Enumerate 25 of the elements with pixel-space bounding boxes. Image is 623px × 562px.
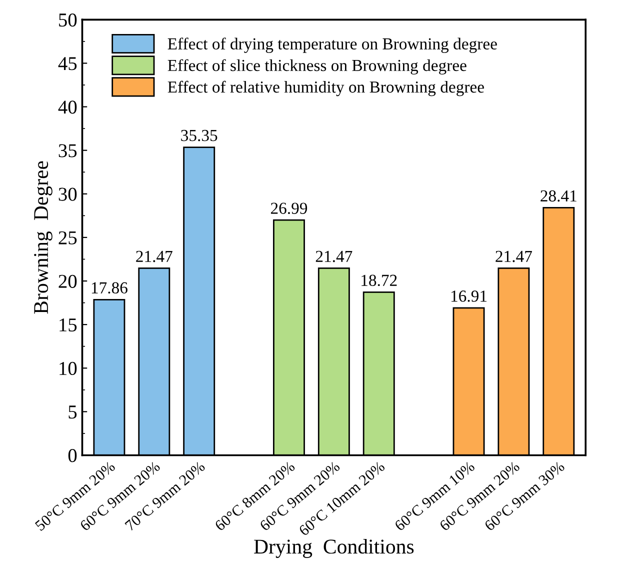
y-tick-label: 40 [58,100,77,114]
data-label: 21.47 [316,250,352,262]
x-axis-title: Drying Conditions [254,539,414,558]
y-tick-label: 15 [60,318,77,332]
y-tick-label: 30 [58,188,77,201]
legend-label: Effect of drying temperature on Browning degree [168,38,497,53]
y-tick-label: 50 [59,13,77,27]
legend-label: Effect of slice thickness on Browning degree [168,59,466,75]
y-tick-label: 25 [58,231,77,244]
data-label: 21.47 [136,250,172,262]
data-label: 17.86 [92,282,128,294]
legend-label: Effect of relative humidity on Browning degree [168,80,484,96]
y-tick-label: 45 [58,57,77,70]
y-tick-label: 0 [68,449,77,462]
y-tick-label: 35 [58,144,77,158]
data-label: 16.91 [451,290,487,302]
y-tick-label: 10 [60,362,77,376]
data-label: 35.35 [181,130,218,142]
data-label: 18.72 [362,274,397,286]
data-label: 28.41 [540,190,576,202]
y-tick-label: 5 [68,406,77,419]
data-label: 26.99 [270,202,308,214]
y-axis-title: Browning Degree [34,161,52,314]
y-tick-label: 20 [58,274,77,288]
data-label: 21.47 [496,250,532,262]
